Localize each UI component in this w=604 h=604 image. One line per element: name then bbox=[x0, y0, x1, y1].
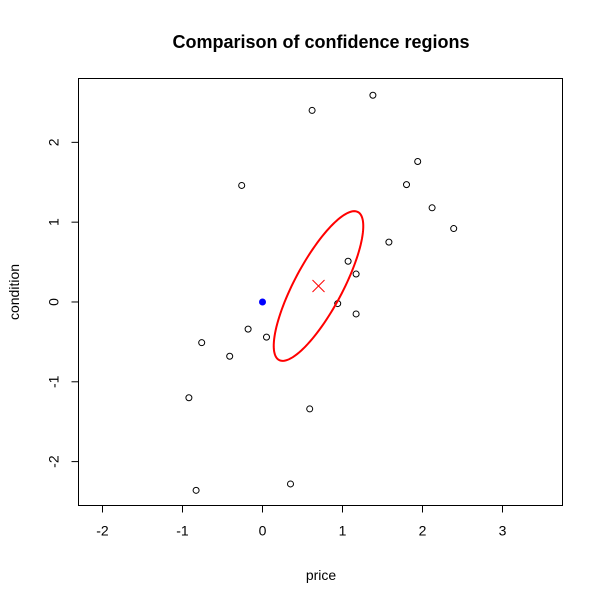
data-points bbox=[185, 91, 458, 494]
chart-title: Comparison of confidence regions bbox=[172, 32, 469, 52]
data-point bbox=[414, 158, 422, 166]
y-tick-label: 0 bbox=[46, 298, 62, 306]
data-point bbox=[352, 270, 360, 278]
plot-area bbox=[78, 78, 563, 506]
data-point bbox=[450, 225, 458, 233]
x-axis: -2 -1 0 1 2 3 bbox=[96, 505, 507, 539]
data-point bbox=[308, 106, 316, 114]
y-tick-label: 1 bbox=[46, 218, 62, 226]
data-point bbox=[287, 480, 294, 488]
data-point bbox=[403, 181, 410, 189]
confidence-region bbox=[272, 210, 365, 362]
center-marker bbox=[312, 279, 325, 293]
data-point bbox=[244, 325, 252, 333]
data-point bbox=[226, 352, 234, 360]
confidence-ellipse bbox=[272, 210, 365, 362]
data-point bbox=[385, 238, 393, 246]
data-point bbox=[192, 486, 200, 494]
data-point bbox=[263, 333, 270, 341]
data-point bbox=[344, 257, 352, 265]
data-point bbox=[352, 310, 360, 318]
data-point bbox=[369, 91, 377, 99]
highlight-point bbox=[259, 298, 266, 306]
y-tick-label: -2 bbox=[46, 455, 62, 468]
data-point bbox=[238, 181, 246, 189]
x-tick-label: 3 bbox=[499, 523, 507, 539]
y-axis: -2 -1 0 1 2 bbox=[46, 138, 79, 468]
x-tick-label: 0 bbox=[259, 523, 267, 539]
data-point bbox=[198, 339, 206, 347]
x-tick-label: 1 bbox=[339, 523, 347, 539]
data-point bbox=[306, 405, 314, 413]
y-tick-label: 2 bbox=[46, 138, 62, 146]
x-tick-label: -2 bbox=[96, 523, 109, 539]
data-point bbox=[185, 394, 193, 402]
x-axis-label: price bbox=[306, 567, 337, 583]
y-axis-label: condition bbox=[6, 264, 22, 320]
data-point bbox=[428, 204, 436, 212]
x-tick-label: 2 bbox=[419, 523, 427, 539]
x-tick-label: -1 bbox=[176, 523, 189, 539]
y-tick-label: -1 bbox=[46, 375, 62, 388]
center-cross-line bbox=[312, 279, 325, 293]
